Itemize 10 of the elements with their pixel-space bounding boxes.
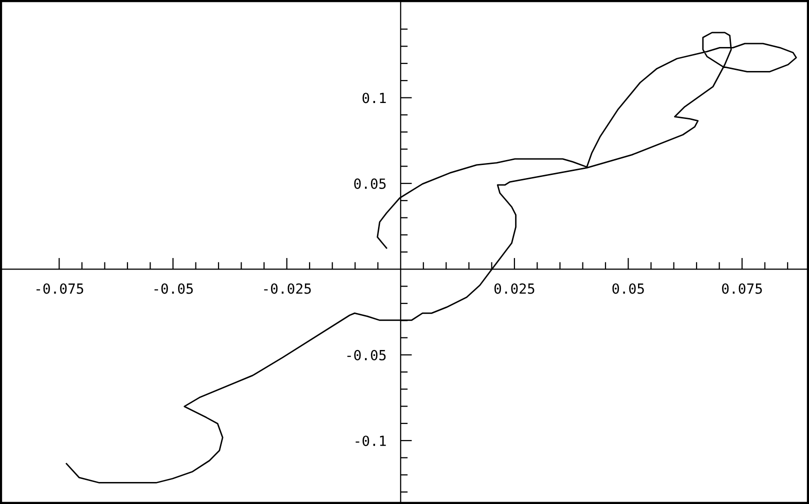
x-tick-label: -0.05 (154, 283, 193, 294)
x-tick-label: 0.05 (612, 283, 644, 294)
y-tick-label: -0.05 (347, 350, 386, 360)
y-tick-label: 0.1 (362, 92, 386, 104)
y-tick-label: 0.05 (354, 178, 386, 189)
x-tick-label: 0.025 (494, 283, 534, 294)
x-tick-label: -0.025 (264, 283, 311, 294)
y-tick-label: -0.1 (356, 436, 386, 446)
x-tick-label: 0.075 (722, 283, 762, 294)
x-tick-label: -0.075 (36, 283, 84, 294)
